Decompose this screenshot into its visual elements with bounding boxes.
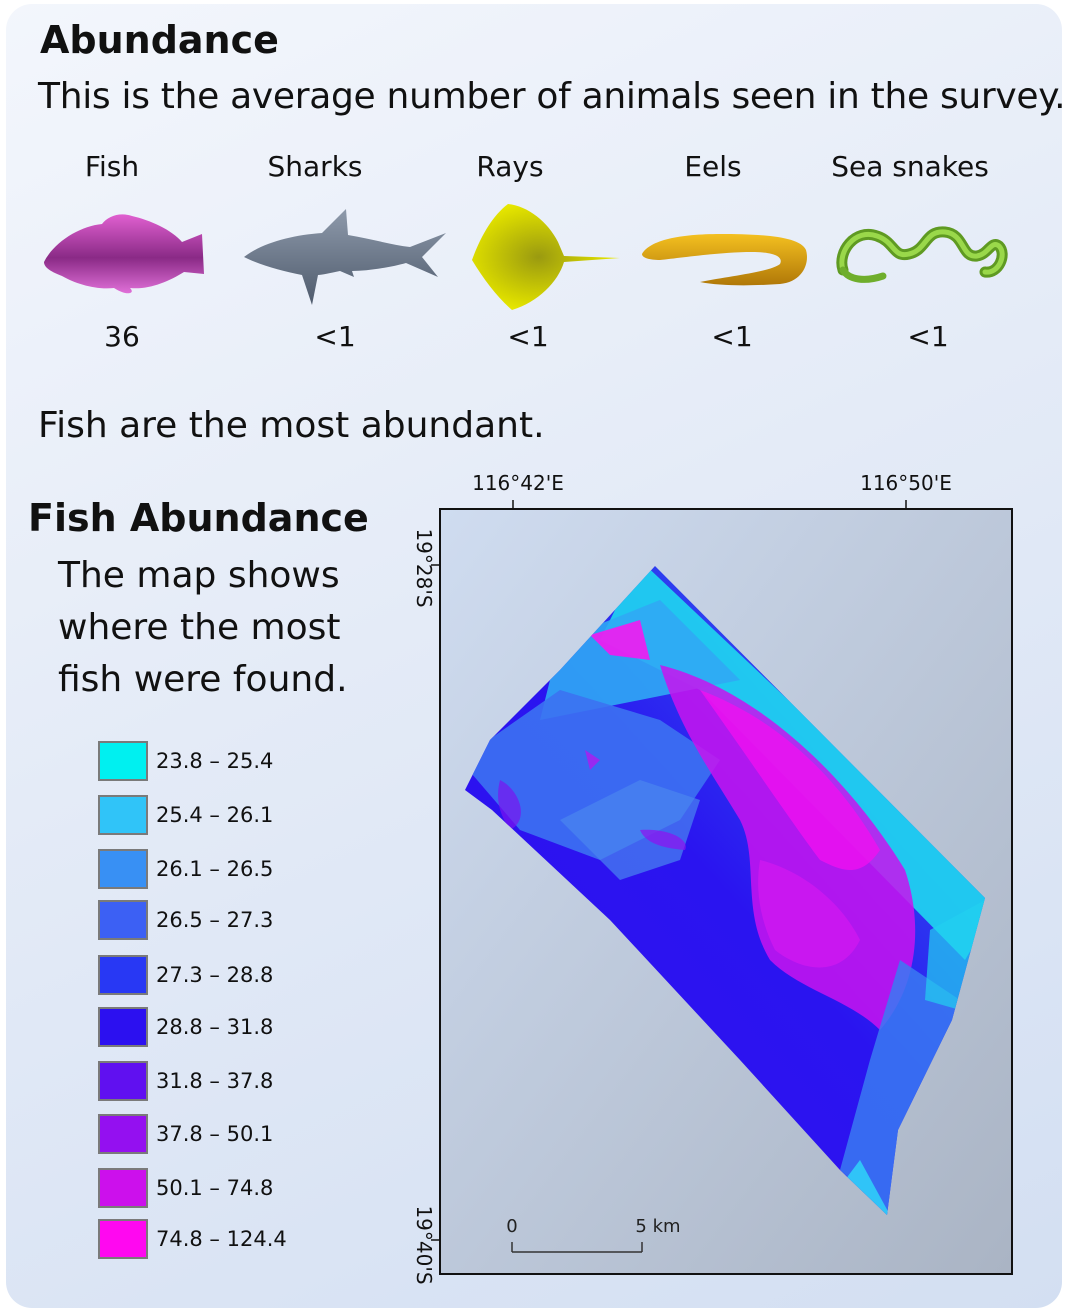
lon-label: 116°42'E — [472, 471, 564, 495]
legend-item: 25.4 – 26.1 — [98, 795, 358, 835]
legend-item: 26.5 – 27.3 — [98, 900, 358, 940]
map-title: Fish Abundance — [28, 496, 369, 540]
legend-item: 37.8 – 50.1 — [98, 1114, 358, 1154]
survey-area — [465, 566, 985, 1215]
scale-bar-end: 5 km — [635, 1216, 680, 1237]
sea-snake-icon — [836, 226, 1008, 283]
animal-label-sharks: Sharks — [267, 150, 363, 183]
scale-bar-start: 0 — [506, 1216, 517, 1237]
legend-label: 28.8 – 31.8 — [156, 1015, 274, 1039]
legend-item: 28.8 – 31.8 — [98, 1007, 358, 1047]
ray-icon — [472, 204, 620, 310]
lat-label: 19°28'S — [412, 528, 436, 607]
animal-count-sea-snakes: <1 — [907, 320, 949, 353]
legend-swatch — [98, 1219, 148, 1259]
legend-swatch — [98, 1168, 148, 1208]
legend-swatch — [98, 1114, 148, 1154]
legend-label: 27.3 – 28.8 — [156, 963, 274, 987]
legend-label: 26.1 – 26.5 — [156, 857, 274, 881]
animal-count-eels: <1 — [711, 320, 753, 353]
fish-icon — [44, 214, 204, 294]
legend-label: 26.5 – 27.3 — [156, 908, 274, 932]
animal-label-rays: Rays — [476, 150, 544, 183]
legend-swatch — [98, 741, 148, 781]
scale-bar: 0 5 km — [506, 1216, 681, 1253]
animal-count-sharks: <1 — [314, 320, 356, 353]
legend-swatch — [98, 849, 148, 889]
map-description: The map shows where the most fish were f… — [58, 555, 348, 700]
legend-swatch — [98, 795, 148, 835]
lon-label: 116°50'E — [860, 471, 952, 495]
legend-label: 74.8 – 124.4 — [156, 1227, 287, 1251]
legend-label: 37.8 – 50.1 — [156, 1122, 274, 1146]
animal-count-fish: 36 — [104, 320, 140, 353]
animal-label-sea-snakes: Sea snakes — [831, 150, 989, 183]
legend-swatch — [98, 1061, 148, 1101]
legend-item: 74.8 – 124.4 — [98, 1219, 358, 1259]
shark-icon — [244, 209, 446, 305]
legend-item: 50.1 – 74.8 — [98, 1168, 358, 1208]
legend-item: 26.1 – 26.5 — [98, 849, 358, 889]
animal-label-fish: Fish — [84, 150, 140, 183]
legend-item: 23.8 – 25.4 — [98, 741, 358, 781]
animal-count-rays: <1 — [507, 320, 549, 353]
summary-statement: Fish are the most abundant. — [38, 405, 545, 446]
animal-label-eels: Eels — [684, 150, 742, 183]
eel-icon — [642, 234, 807, 286]
legend-item: 27.3 – 28.8 — [98, 955, 358, 995]
legend-label: 31.8 – 37.8 — [156, 1069, 274, 1093]
legend-swatch — [98, 955, 148, 995]
legend-item: 31.8 – 37.8 — [98, 1061, 358, 1101]
legend-label: 25.4 – 26.1 — [156, 803, 274, 827]
legend-swatch — [98, 900, 148, 940]
legend-label: 23.8 – 25.4 — [156, 749, 274, 773]
legend-label: 50.1 – 74.8 — [156, 1176, 274, 1200]
page-subtitle: This is the average number of animals se… — [38, 76, 1066, 117]
legend-swatch — [98, 1007, 148, 1047]
lat-label: 19°40'S — [412, 1205, 436, 1284]
page-title: Abundance — [40, 18, 279, 62]
